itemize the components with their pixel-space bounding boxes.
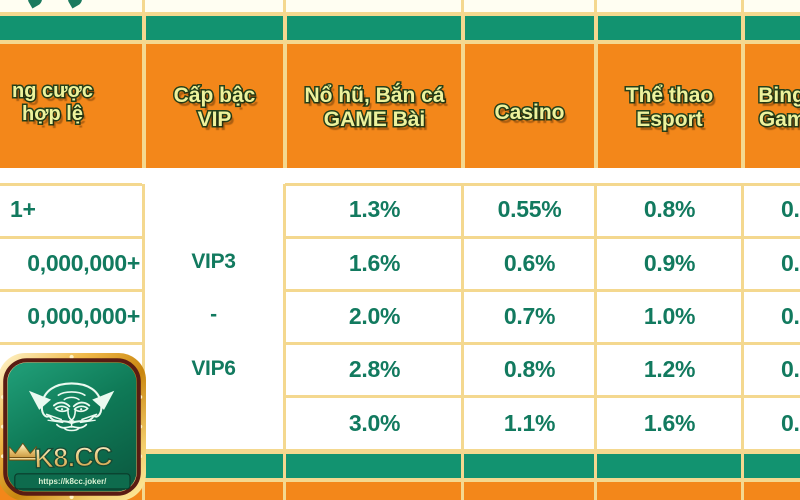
svg-text:https://k8cc.joker/: https://k8cc.joker/ (38, 477, 107, 486)
svg-text:K8.CC: K8.CC (34, 440, 113, 474)
